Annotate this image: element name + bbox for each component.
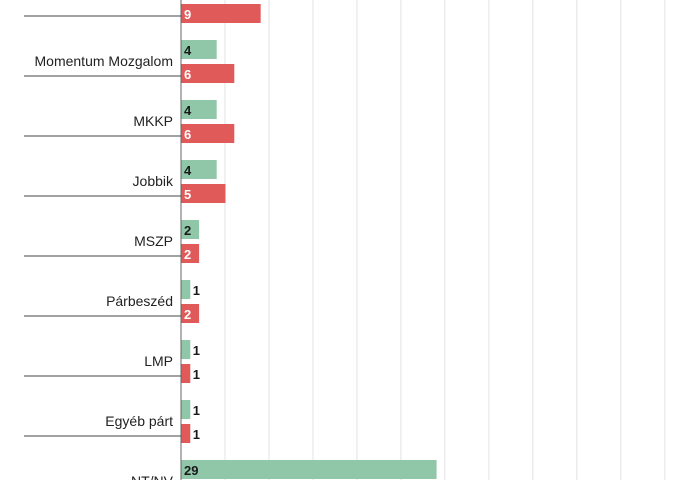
category-label: Egyéb párt — [105, 413, 173, 429]
value-label: 4 — [184, 103, 192, 118]
bar-red — [181, 184, 226, 203]
category-label: LMP — [144, 353, 173, 369]
category-label: Párbeszéd — [106, 293, 173, 309]
value-label: 2 — [184, 223, 191, 238]
category-label: MKKP — [133, 113, 173, 129]
value-label: 4 — [184, 43, 192, 58]
bar-green — [181, 160, 217, 179]
category-label: NT/NV — [131, 473, 174, 480]
bar-green — [181, 340, 191, 359]
value-label: 1 — [193, 343, 200, 358]
bar-red — [181, 244, 200, 263]
bars — [181, 4, 437, 479]
category-label: Momentum Mozgalom — [35, 53, 174, 69]
value-label: 2 — [184, 247, 191, 262]
bar-red — [181, 124, 235, 143]
value-label: 1 — [193, 403, 200, 418]
value-label: 4 — [184, 163, 192, 178]
value-label: 6 — [184, 127, 191, 142]
bar-red — [181, 424, 191, 443]
bar-red — [181, 64, 235, 83]
bar-green — [181, 220, 200, 239]
bar-red — [181, 4, 261, 23]
value-label: 9 — [184, 7, 191, 22]
category-separators — [24, 15, 181, 437]
value-label: 1 — [193, 283, 200, 298]
bar-green — [181, 460, 437, 479]
bar-green — [181, 400, 191, 419]
bar-red — [181, 364, 191, 383]
value-label: 6 — [184, 67, 191, 82]
bar-green — [181, 100, 217, 119]
category-label: MSZP — [134, 233, 173, 249]
bar-green — [181, 280, 191, 299]
grid-lines — [180, 0, 666, 480]
bar-green — [181, 40, 217, 59]
value-label: 29 — [184, 463, 198, 478]
category-label: Jobbik — [133, 173, 174, 189]
value-label: 5 — [184, 187, 191, 202]
value-label: 1 — [193, 427, 200, 442]
value-label: 1 — [193, 367, 200, 382]
value-label: 2 — [184, 307, 191, 322]
category-labels: Momentum Mozgalom MKKP Jobbik MSZP Párbeszéd… — [35, 53, 175, 480]
bar-red — [181, 304, 200, 323]
